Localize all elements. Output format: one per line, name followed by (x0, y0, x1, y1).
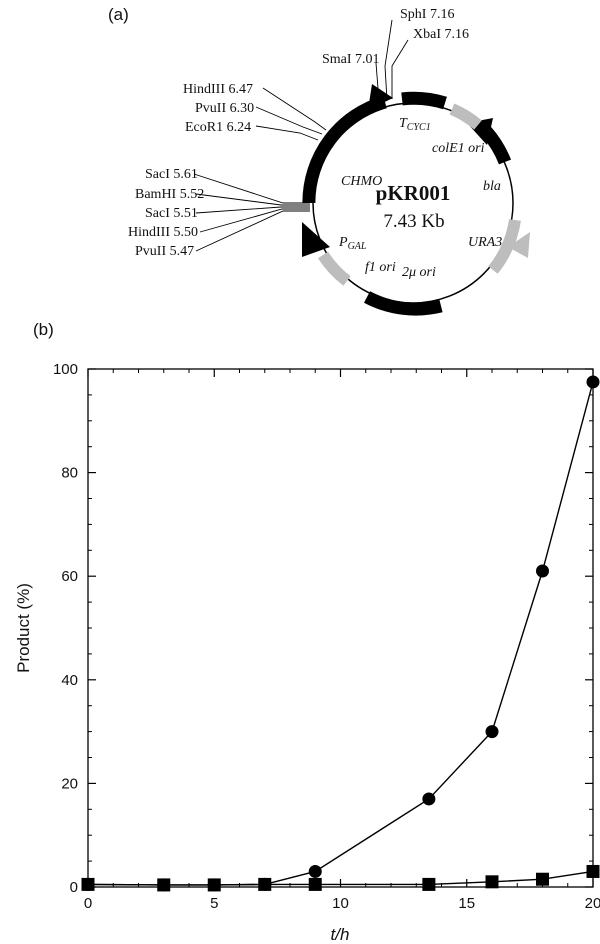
data-point-square (536, 872, 549, 886)
site-sphi: SphI 7.16 (400, 7, 454, 22)
data-point-circle (536, 564, 549, 578)
feature-pgal: PGAL (338, 235, 367, 252)
plot-frame (87, 368, 594, 888)
site-pvuii-1: PvuII 6.30 (195, 101, 254, 116)
product-chart: 0 5 10 15 20 0 20 40 60 80 100 Product (%) t/h (14, 361, 600, 944)
x-tick-label: 0 (84, 895, 92, 912)
site-xbai: XbaI 7.16 (413, 27, 469, 42)
feature-tcyc1: TCYC1 (399, 116, 431, 133)
pgal-arrowhead (302, 222, 330, 257)
x-tick-label: 5 (210, 895, 218, 912)
cole1-segment (449, 103, 482, 130)
f1-segment (317, 251, 351, 286)
data-point-circle (308, 864, 322, 878)
site-pvuii-2: PvuII 5.47 (135, 244, 194, 259)
feature-two-mu: 2μ ori (402, 265, 436, 280)
chmo-arrowhead (368, 84, 393, 110)
x-tick-label: 15 (458, 895, 475, 912)
y-tick-label: 20 (61, 775, 78, 792)
data-point-square (308, 877, 322, 891)
site-ecori: EcoR1 6.24 (185, 120, 251, 135)
y-axis-label: Product (%) (14, 583, 33, 673)
panel-a-label: (a) (108, 5, 129, 24)
data-point-square (422, 877, 436, 891)
feature-f1: f1 ori (365, 260, 396, 275)
two-mu-segment (363, 291, 443, 316)
x-tick-label: 20 (585, 895, 600, 912)
site-bamhi: BamHI 5.52 (135, 187, 204, 202)
data-point-circle (485, 725, 499, 739)
series-line-circle (87, 381, 594, 886)
x-tick-label: 10 (332, 895, 349, 912)
data-point-square (485, 875, 499, 889)
y-tick-label: 80 (61, 465, 78, 482)
tcyc1-segment (401, 91, 447, 110)
plasmid-size: 7.43 Kb (383, 211, 444, 232)
panel-b-label: (b) (33, 320, 54, 339)
ura3-arrowhead (508, 232, 530, 258)
site-saci-1: SacI 5.61 (145, 167, 198, 182)
site-hindiii-2: HindIII 5.50 (128, 225, 198, 240)
feature-ura3: URA3 (468, 235, 502, 250)
site-hindiii-1: HindIII 6.47 (183, 82, 253, 97)
data-point-circle (586, 375, 600, 389)
x-axis-label: t/h (331, 925, 350, 944)
plasmid-name: pKR001 (376, 181, 451, 205)
feature-chmo: CHMO (341, 174, 382, 189)
site-leader-lines (193, 19, 409, 252)
y-tick-label: 40 (61, 672, 78, 689)
y-tick-label: 100 (53, 361, 78, 378)
y-tick-label: 0 (70, 879, 78, 896)
ura3-segment (488, 218, 521, 274)
data-point-circle (422, 792, 436, 806)
y-tick-label: 60 (61, 568, 78, 585)
data-point-square (157, 878, 171, 892)
feature-bla: bla (483, 179, 501, 194)
plasmid-map: pKR001 7.43 Kb TCYC1 colE1 ori CHMO bla … (128, 7, 530, 316)
site-saci-2: SacI 5.51 (145, 206, 198, 221)
data-point-square (258, 877, 272, 891)
data-point-square (586, 864, 600, 878)
feature-cole1: colE1 ori (432, 141, 485, 156)
data-point-square (81, 877, 95, 891)
site-smai: SmaI 7.01 (322, 52, 380, 67)
data-point-square (207, 878, 221, 892)
